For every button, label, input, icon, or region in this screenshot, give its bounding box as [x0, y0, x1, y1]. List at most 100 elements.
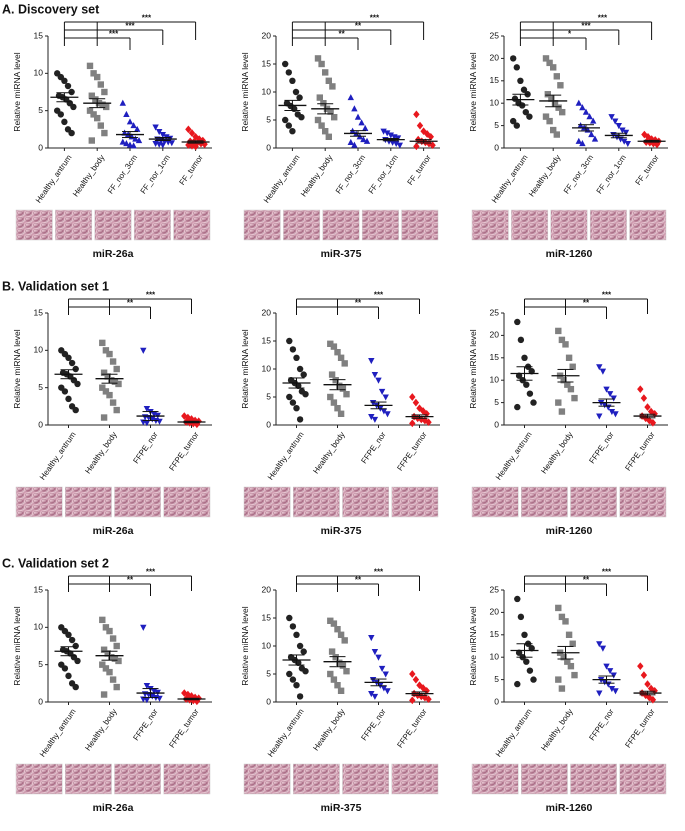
data-point — [286, 393, 293, 401]
data-point — [325, 77, 332, 84]
data-point — [108, 654, 115, 661]
data-point — [513, 64, 520, 71]
data-point — [156, 695, 163, 702]
x-tick-label: FFPE_nor — [131, 430, 159, 465]
y-tick-label: 5 — [38, 659, 43, 669]
data-point — [343, 668, 350, 675]
data-point — [560, 377, 567, 384]
data-point — [640, 671, 648, 679]
significance-label: ** — [583, 299, 590, 308]
data-point — [362, 124, 369, 131]
data-point — [425, 695, 432, 704]
y-tick-label: 15 — [262, 335, 272, 345]
data-point — [530, 399, 537, 406]
data-point — [282, 60, 289, 68]
data-point — [86, 62, 94, 70]
data-point — [99, 661, 106, 668]
data-point — [334, 682, 341, 689]
data-point — [331, 114, 338, 121]
x-tick-label: Healthy_body — [539, 430, 574, 475]
data-point — [65, 354, 72, 361]
x-tick-label: Healthy_antrum — [262, 153, 302, 205]
data-point — [530, 676, 537, 683]
x-tick-label: FFPE_nor — [587, 430, 615, 465]
data-point — [412, 675, 420, 684]
data-point — [330, 399, 338, 406]
data-point — [646, 416, 653, 425]
data-point — [322, 128, 329, 135]
data-point — [521, 631, 528, 638]
data-point — [347, 138, 354, 145]
data-point — [409, 696, 416, 705]
histology-image — [114, 763, 161, 795]
data-point — [413, 142, 420, 151]
data-point — [86, 107, 94, 114]
data-point — [113, 642, 120, 650]
data-point — [590, 117, 597, 124]
data-point — [327, 340, 334, 347]
data-point — [123, 110, 130, 117]
data-point — [113, 365, 120, 373]
data-point — [70, 103, 77, 111]
data-point — [351, 141, 358, 148]
x-tick-label: FFPE_nor — [359, 707, 387, 742]
y-tick-label: 5 — [494, 397, 499, 407]
data-point — [65, 631, 72, 638]
data-point — [555, 604, 562, 612]
data-point — [188, 129, 196, 137]
data-point — [612, 688, 619, 695]
data-point — [104, 650, 111, 657]
data-point — [557, 82, 564, 89]
x-tick-label: FF_tumor — [406, 153, 433, 187]
y-axis-label: Relative miRNA level — [240, 52, 250, 131]
x-tick-label: Healthy_body — [299, 153, 334, 198]
x-tick-label: FFPE_nor — [131, 707, 159, 742]
data-point — [599, 645, 607, 652]
histology-image — [361, 209, 399, 241]
y-tick-label: 15 — [262, 58, 272, 68]
data-point — [517, 613, 525, 621]
data-point — [193, 420, 201, 429]
data-point — [100, 691, 108, 698]
x-tick-label: Healthy_body — [311, 707, 346, 752]
data-point — [596, 641, 603, 648]
data-point — [551, 100, 559, 107]
data-point — [553, 131, 560, 138]
data-point — [100, 646, 108, 653]
data-point — [393, 140, 400, 148]
data-point — [368, 414, 375, 421]
data-point — [88, 137, 95, 144]
data-point — [293, 405, 300, 412]
data-point — [396, 142, 403, 149]
data-point — [74, 657, 81, 665]
y-tick-label: 20 — [262, 307, 272, 317]
y-tick-label: 25 — [490, 30, 500, 40]
data-point — [99, 339, 106, 347]
data-point — [562, 341, 569, 348]
histology-image — [342, 486, 389, 518]
x-tick-label: FFPE_nor — [359, 430, 387, 465]
x-tick-label: Healthy_body — [71, 153, 106, 198]
data-point — [559, 108, 566, 116]
data-point — [140, 624, 147, 631]
data-point — [371, 416, 379, 423]
data-point — [115, 380, 122, 388]
data-point — [156, 418, 163, 425]
data-point — [619, 127, 626, 134]
data-point — [143, 697, 151, 704]
data-point — [94, 73, 101, 81]
data-point — [358, 119, 365, 126]
data-point — [526, 113, 533, 120]
data-point — [65, 672, 72, 680]
data-point — [371, 649, 379, 656]
data-point — [382, 394, 389, 401]
y-tick-label: 10 — [490, 374, 500, 384]
data-point — [289, 623, 297, 630]
y-axis-label: Relative miRNA level — [468, 606, 478, 685]
data-point — [644, 403, 651, 411]
y-tick-label: 5 — [266, 391, 271, 401]
data-point — [368, 358, 375, 365]
data-point — [61, 665, 69, 672]
y-tick-label: 20 — [262, 584, 272, 594]
chart-title: miR-375 — [321, 525, 362, 537]
